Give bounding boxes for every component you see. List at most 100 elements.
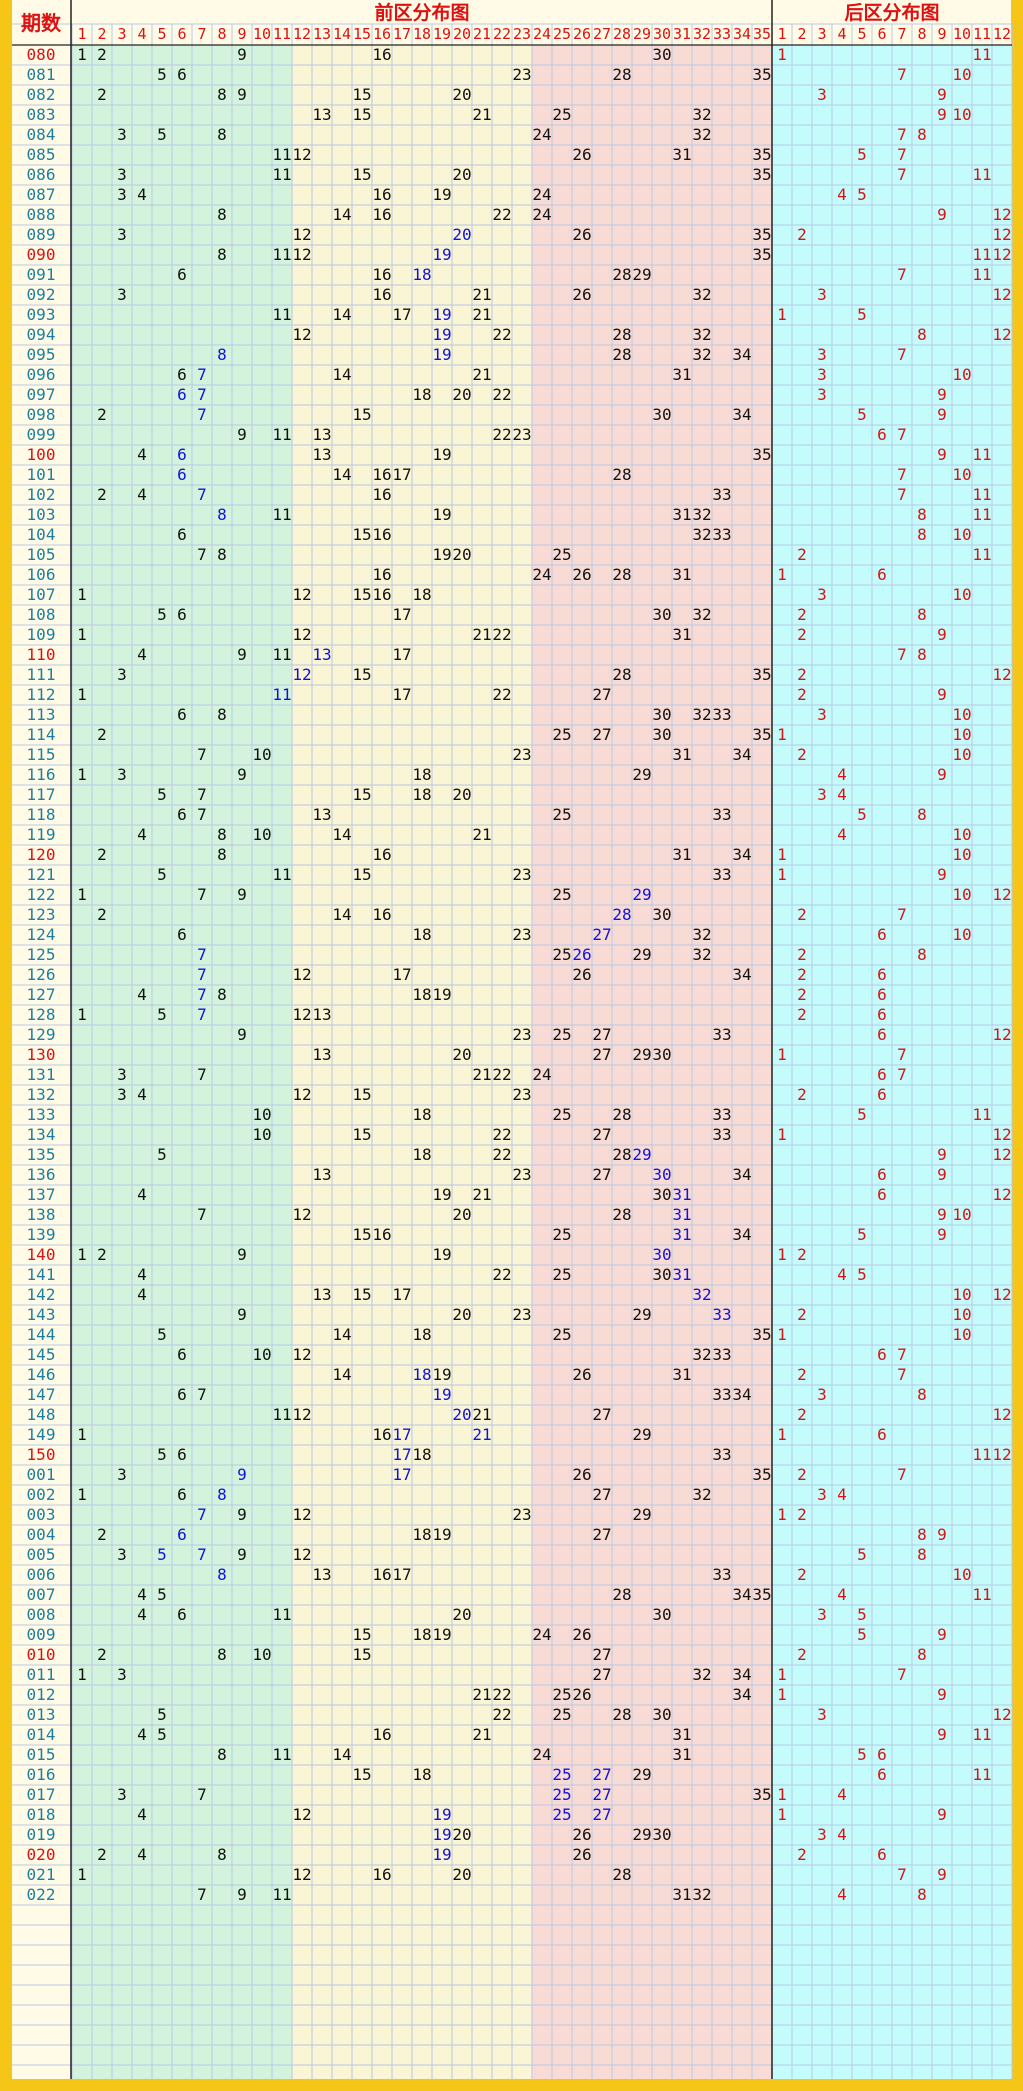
front-number-cell: 1 (77, 1245, 87, 1264)
front-number-cell: 16 (372, 265, 391, 284)
front-number-cell: 20 (452, 1045, 471, 1064)
back-number-cell: 1 (777, 845, 787, 864)
front-number-cell: 21 (472, 1725, 491, 1744)
front-number-cell: 8 (217, 825, 227, 844)
front-number-cell: 5 (157, 1545, 167, 1564)
front-number-cell: 12 (292, 665, 311, 684)
back-number-cell: 8 (917, 1525, 927, 1544)
back-number-cell: 7 (897, 165, 907, 184)
period-label: 014 (27, 1725, 56, 1744)
period-label: 104 (27, 525, 56, 544)
table-row: 107 1 12 15 16 18 3 10 (27, 585, 972, 604)
back-number-header: 12 (993, 25, 1011, 43)
front-number-cell: 12 (292, 1865, 311, 1884)
table-row: 086 3 11 15 20 35 7 11 (27, 165, 992, 184)
period-label: 001 (27, 1465, 56, 1484)
front-number-cell: 15 (352, 105, 371, 124)
front-number-header: 16 (373, 25, 391, 43)
front-number-cell: 27 (592, 1125, 611, 1144)
front-number-cell: 30 (652, 1825, 671, 1844)
front-number-cell: 20 (452, 785, 471, 804)
table-row: 113 6 8 30 32 33 3 10 (27, 705, 972, 724)
front-number-cell: 19 (432, 505, 451, 524)
front-number-header: 18 (413, 25, 431, 43)
back-number-cell: 4 (837, 185, 847, 204)
period-label: 002 (27, 1485, 56, 1504)
table-row: 137 4 19 21 30 31 6 12 (27, 1185, 1012, 1204)
front-number-cell: 20 (452, 165, 471, 184)
front-number-cell: 17 (392, 1465, 411, 1484)
front-number-cell: 33 (712, 485, 731, 504)
front-number-cell: 27 (592, 1525, 611, 1544)
front-number-header: 3 (117, 25, 126, 43)
back-number-cell: 6 (877, 965, 887, 984)
front-number-cell: 2 (97, 405, 107, 424)
front-number-header: 31 (673, 25, 691, 43)
front-number-cell: 20 (452, 1205, 471, 1224)
front-number-cell: 9 (237, 45, 247, 64)
front-number-cell: 28 (612, 905, 631, 924)
table-row: 084 3 5 8 24 32 7 8 (27, 125, 927, 144)
front-number-cell: 25 (552, 1765, 571, 1784)
period-label: 140 (27, 1245, 56, 1264)
back-number-cell: 7 (897, 1345, 907, 1364)
front-number-cell: 16 (372, 45, 391, 64)
front-number-cell: 34 (732, 965, 751, 984)
front-number-cell: 31 (672, 365, 691, 384)
front-number-cell: 35 (752, 245, 771, 264)
back-number-cell: 2 (797, 1465, 807, 1484)
front-number-cell: 27 (592, 1645, 611, 1664)
front-number-cell: 33 (712, 865, 731, 884)
front-number-cell: 13 (312, 105, 331, 124)
back-number-cell: 5 (857, 1105, 867, 1124)
front-number-cell: 18 (412, 1445, 431, 1464)
back-number-cell: 3 (817, 1385, 827, 1404)
front-number-cell: 34 (732, 1685, 751, 1704)
back-number-cell: 10 (952, 525, 971, 544)
front-number-cell: 11 (272, 425, 291, 444)
back-number-cell: 5 (857, 1625, 867, 1644)
table-row: 112 1 11 17 22 27 2 9 (27, 685, 947, 704)
back-number-cell: 9 (937, 1165, 947, 1184)
front-number-cell: 1 (77, 1485, 87, 1504)
back-number-cell: 10 (952, 1285, 971, 1304)
table-row: 130 13 20 27 29 30 1 7 (27, 1045, 907, 1064)
back-number-cell: 7 (897, 1465, 907, 1484)
front-number-cell: 20 (452, 545, 471, 564)
back-number-cell: 2 (797, 1245, 807, 1264)
front-number-cell: 1 (77, 45, 87, 64)
table-row: 004 2 6 18 19 27 8 9 (27, 1525, 947, 1544)
front-number-cell: 6 (177, 525, 187, 544)
front-number-cell: 19 (432, 325, 451, 344)
back-number-cell: 8 (917, 645, 927, 664)
back-number-cell: 4 (837, 1585, 847, 1604)
front-number-cell: 5 (157, 1325, 167, 1344)
front-number-cell: 13 (312, 1165, 331, 1184)
back-number-cell: 2 (797, 1645, 807, 1664)
back-number-cell: 9 (937, 205, 947, 224)
back-number-cell: 2 (797, 1505, 807, 1524)
back-number-cell: 9 (937, 1145, 947, 1164)
front-number-cell: 32 (692, 1885, 711, 1904)
front-number-cell: 1 (77, 585, 87, 604)
front-number-cell: 31 (672, 145, 691, 164)
back-number-cell: 7 (897, 485, 907, 504)
front-number-cell: 27 (592, 685, 611, 704)
back-number-header: 11 (973, 25, 991, 43)
front-number-cell: 13 (312, 445, 331, 464)
period-label: 137 (27, 1185, 56, 1204)
front-number-cell: 17 (392, 605, 411, 624)
front-number-cell: 8 (217, 85, 227, 104)
back-number-cell: 2 (797, 1365, 807, 1384)
front-number-cell: 25 (552, 1805, 571, 1824)
front-number-cell: 6 (177, 925, 187, 944)
period-label: 113 (27, 705, 56, 724)
period-label: 021 (27, 1865, 56, 1884)
back-number-cell: 4 (837, 825, 847, 844)
back-number-cell: 3 (817, 365, 827, 384)
front-number-cell: 26 (572, 145, 591, 164)
table-row: 124 6 18 23 27 32 6 10 (27, 925, 972, 944)
front-number-cell: 31 (672, 505, 691, 524)
back-number-cell: 9 (937, 1525, 947, 1544)
